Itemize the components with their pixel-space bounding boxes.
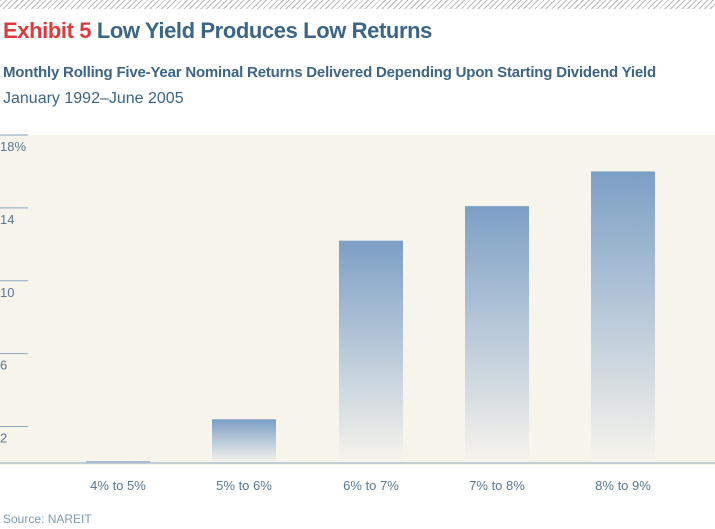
bar-1 [86,461,150,463]
bar-5 [591,171,655,463]
bar-2 [212,419,276,463]
header-hatch-border [0,0,715,9]
x-tick-label: 4% to 5% [90,478,146,493]
date-range: January 1992–June 2005 [3,90,184,107]
x-tick-label: 6% to 7% [343,478,399,493]
bar-4 [465,206,529,464]
x-tick-label: 5% to 6% [216,478,272,493]
y-tick-label: 2 [0,431,7,446]
y-tick-label: 18% [0,139,26,154]
y-tick-label: 14 [0,212,14,227]
source-note: Source: NAREIT [3,512,92,526]
exhibit-number: Exhibit 5 [3,18,92,43]
y-tick-label: 6 [0,358,7,373]
x-tick-label: 8% to 9% [595,478,651,493]
page-title: Low Yield Produces Low Returns [96,18,433,43]
y-tick-label: 10 [0,285,14,300]
exhibit-title: Exhibit 5 Low Yield Produces Low Returns [3,18,432,44]
bar-3 [339,240,403,463]
x-tick-label: 7% to 8% [469,478,525,493]
chart-subtitle: Monthly Rolling Five-Year Nominal Return… [3,64,656,81]
